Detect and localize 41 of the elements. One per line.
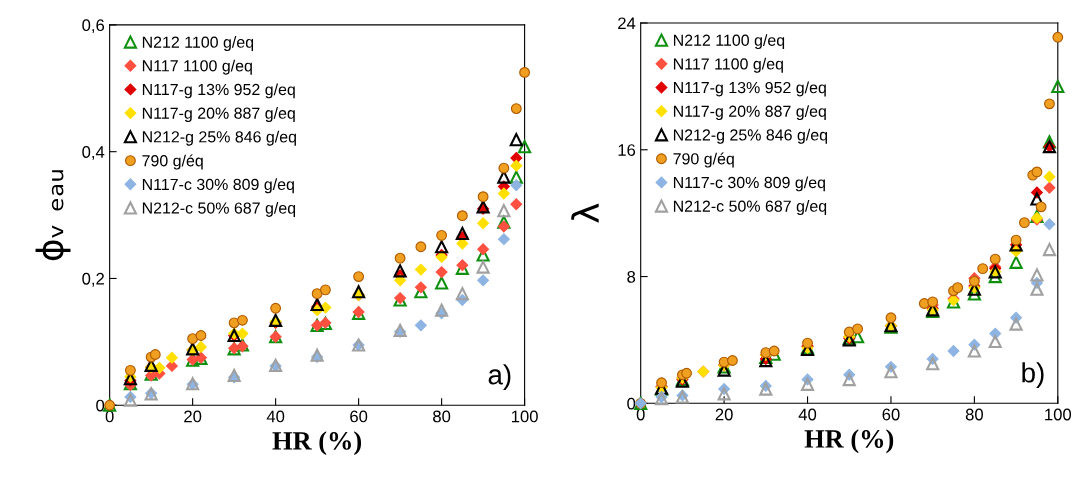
y-tick-label: 0	[627, 397, 636, 410]
legend-label: N117 1100 g/eq	[673, 57, 783, 73]
y-tick-label: 8	[627, 270, 636, 283]
legend-label: N117-g 20% 887 g/eq	[673, 105, 826, 121]
x-tick-label: 100	[511, 410, 538, 423]
x-tick-label: 0	[105, 410, 114, 423]
y-axis-title: λ	[571, 203, 599, 223]
y-tick-label: 0,6	[82, 19, 105, 34]
x-tick-label: 40	[266, 410, 285, 423]
x-tick-label: 100	[1045, 408, 1072, 421]
legend-label: 790 g/éq	[142, 154, 203, 170]
x-tick-label: 80	[965, 408, 983, 421]
legend-label: N212 1100 g/eq	[673, 34, 785, 50]
y-tick-label: 0,4	[82, 146, 105, 160]
x-tick-label: 20	[715, 408, 733, 421]
legend-label: N212-g 25% 846 g/eq	[673, 128, 828, 144]
x-tick-label: 20	[184, 410, 202, 423]
x-tick-label: 60	[350, 410, 368, 423]
legend-label: N117-g 13% 952 g/eq	[673, 81, 826, 97]
legend-label: N212-c 50% 687 g/eq	[673, 200, 827, 215]
legend-label: N212-c 50% 687 g/eq	[142, 201, 296, 217]
x-tick-label: 40	[798, 408, 817, 421]
y-tick-label: 24	[618, 17, 636, 30]
legend-label: N117-g 20% 887 g/eq	[142, 107, 295, 122]
annotation: a)	[488, 364, 511, 391]
x-axis-title: HR (%)	[272, 431, 362, 456]
legend-label: N117-c 30% 809 g/eq	[673, 176, 825, 192]
annotation: b)	[1022, 362, 1044, 389]
x-tick-label: 80	[433, 410, 451, 423]
legend-label: 790 g/éq	[673, 152, 734, 168]
y-tick-label: 16	[618, 144, 636, 156]
legend-label: N117 1100 g/eq	[142, 59, 252, 75]
legend-label: N212 1100 g/eq	[142, 36, 254, 51]
legend-label: N117-g 13% 952 g/eq	[142, 83, 295, 99]
legend-label: N212-g 25% 846 g/eq	[142, 130, 296, 146]
x-tick-label: 60	[882, 408, 900, 421]
y-tick-label: 0	[96, 399, 105, 412]
x-axis-title: HR (%)	[804, 429, 894, 454]
y-axis-title: ϕᵥ ₑₐᵤ	[35, 170, 71, 261]
y-tick-label: 0,2	[82, 272, 104, 287]
legend-label: N117-c 30% 809 g/eq	[142, 178, 294, 194]
